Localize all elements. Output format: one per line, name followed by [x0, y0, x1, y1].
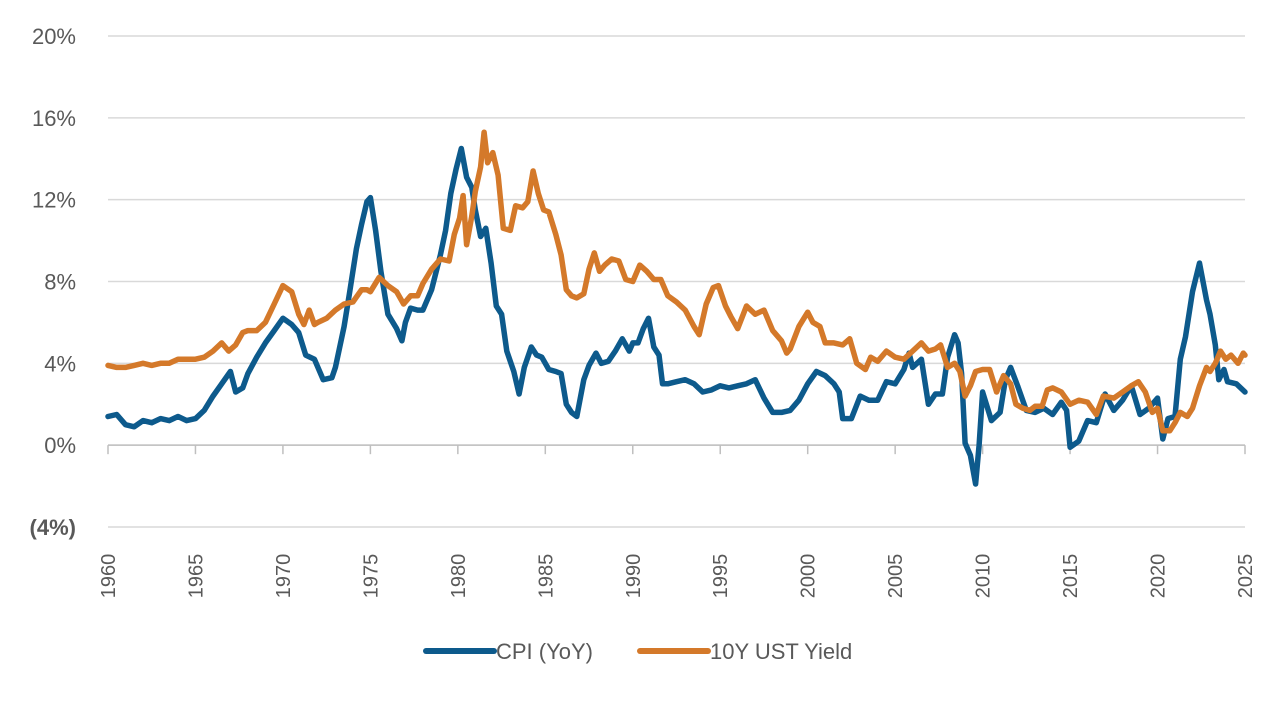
legend: CPI (YoY) 10Y UST Yield [423, 639, 852, 664]
x-tick-label: 1965 [185, 554, 207, 599]
x-tick-label: 1990 [623, 554, 645, 599]
x-tick-label: 1975 [360, 554, 382, 599]
y-axis-ticks: 20% 16% 12% 8% 4% 0% (4%) [30, 24, 76, 540]
series-line-cpi [105, 145, 1248, 487]
y-tick-label: 20% [32, 24, 76, 49]
x-tick-label: 1960 [98, 554, 120, 599]
y-tick-label: 16% [32, 106, 76, 131]
x-tick-label: 2020 [1148, 554, 1170, 599]
y-tick-label: (4%) [30, 515, 76, 540]
series-line-ust-10y [105, 129, 1248, 434]
y-tick-label: 12% [32, 188, 76, 213]
x-tick-label: 2000 [798, 554, 820, 599]
x-tick-label: 1970 [273, 554, 295, 599]
series-lines [105, 129, 1248, 487]
legend-label: 10Y UST Yield [710, 639, 852, 664]
x-axis-ticks: 1960 1965 1970 1975 1980 1985 1990 1995 2000 2005… [98, 445, 1257, 598]
y-tick-label: 4% [44, 351, 76, 376]
gridlines [108, 35, 1245, 528]
legend-label: CPI (YoY) [496, 639, 593, 664]
x-tick-label: 1985 [535, 554, 557, 599]
x-tick-label: 1995 [710, 554, 732, 599]
x-tick-label: 2015 [1060, 554, 1082, 599]
x-tick-label: 2005 [885, 554, 907, 599]
x-tick-label: 1980 [448, 554, 470, 599]
x-tick-label: 2010 [973, 554, 995, 599]
y-tick-label: 0% [44, 433, 76, 458]
x-tick-label: 2025 [1235, 554, 1257, 599]
y-tick-label: 8% [44, 270, 76, 295]
